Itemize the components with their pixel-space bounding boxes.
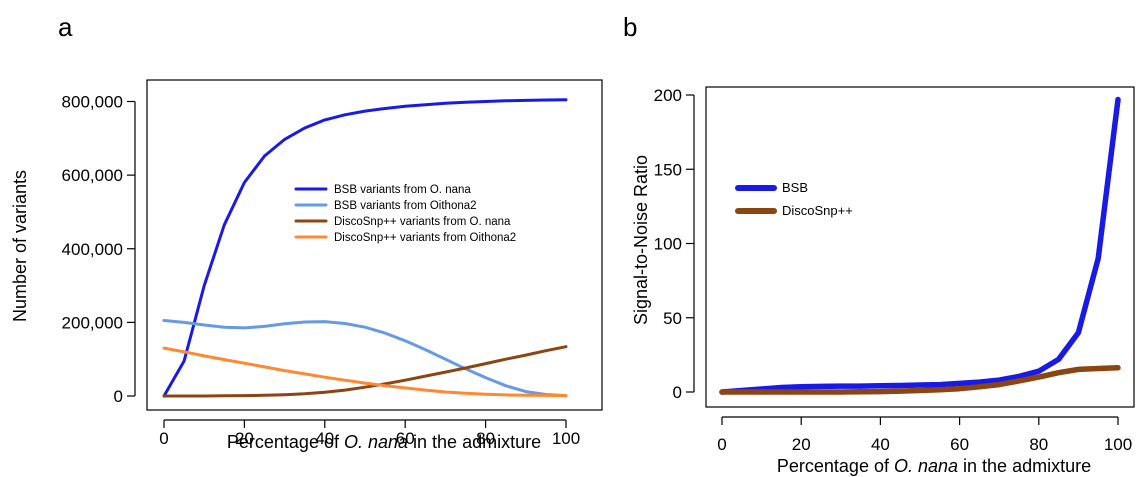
- panel-letter: b: [623, 12, 637, 42]
- legend-label: DiscoSnp++ variants from O. nana: [334, 216, 511, 228]
- y-tick-label: 400,000: [62, 240, 123, 259]
- x-tick-label: 100: [1104, 435, 1132, 454]
- y-axis-title: Number of variants: [10, 170, 30, 322]
- series-line-3: [162, 346, 568, 398]
- legend-label: BSB variants from Oithona2: [334, 200, 477, 212]
- y-tick-label: 800,000: [62, 93, 123, 112]
- series-line-1: [719, 365, 1121, 395]
- y-tick-label: 200: [654, 86, 682, 105]
- x-tick-label: 0: [159, 429, 168, 448]
- y-tick-label: 150: [654, 160, 682, 179]
- x-axis: 0 20 40 60 80 100: [717, 416, 1132, 454]
- x-tick-label: 100: [552, 429, 580, 448]
- x-tick-label: 60: [396, 429, 415, 448]
- y-tick-label: 0: [114, 387, 123, 406]
- y-tick-label: 600,000: [62, 166, 123, 185]
- plot-frame: [705, 86, 1135, 408]
- y-tick-label: 50: [663, 309, 682, 328]
- chart-panel-b: b 0 20 40 60 80 100 0 50 100 150 200 Percentage of O…: [623, 12, 1135, 476]
- chart-panel-a: a 0 20 40 60 80 100 0 200,000 400,000 600,000 800,0…: [10, 12, 603, 452]
- legend-label: BSB variants from O. nana: [334, 184, 471, 196]
- y-axis: 0 50 100 150 200: [654, 86, 695, 402]
- x-tick-label: 80: [476, 429, 495, 448]
- legend-label: DiscoSnp++ variants from Oithona2: [334, 232, 516, 244]
- legend: BSB DiscoSnp++: [735, 180, 853, 218]
- series-line-0: [162, 98, 568, 398]
- series-line-1: [162, 319, 568, 398]
- legend-label: DiscoSnp++: [782, 203, 853, 218]
- x-tick-label: 80: [1029, 435, 1048, 454]
- x-axis: 0 20 40 60 80 100: [159, 419, 580, 448]
- x-tick-label: 0: [717, 435, 726, 454]
- y-tick-label: 100: [654, 235, 682, 254]
- x-tick-label: 20: [792, 435, 811, 454]
- plot-frame: [146, 79, 603, 411]
- y-tick-label: 200,000: [62, 313, 123, 332]
- panel-letter: a: [58, 12, 73, 42]
- y-tick-label: 0: [673, 383, 682, 402]
- x-tick-label: 20: [235, 429, 254, 448]
- x-axis-title: Percentage of O. nana in the admixture: [777, 456, 1091, 476]
- x-tick-label: 40: [871, 435, 890, 454]
- series-line-2: [162, 345, 568, 398]
- legend-label: BSB: [782, 180, 808, 195]
- x-tick-label: 60: [950, 435, 969, 454]
- x-axis-title: Percentage of O. nana in the admixture: [227, 432, 541, 452]
- x-tick-label: 40: [315, 429, 334, 448]
- y-axis-title: Signal-to-Noise Ratio: [631, 155, 651, 325]
- series-line-0: [719, 96, 1121, 395]
- legend: BSB variants from O. nana BSB variants fr…: [294, 184, 516, 244]
- y-axis: 0 200,000 400,000 600,000 800,000: [62, 93, 136, 406]
